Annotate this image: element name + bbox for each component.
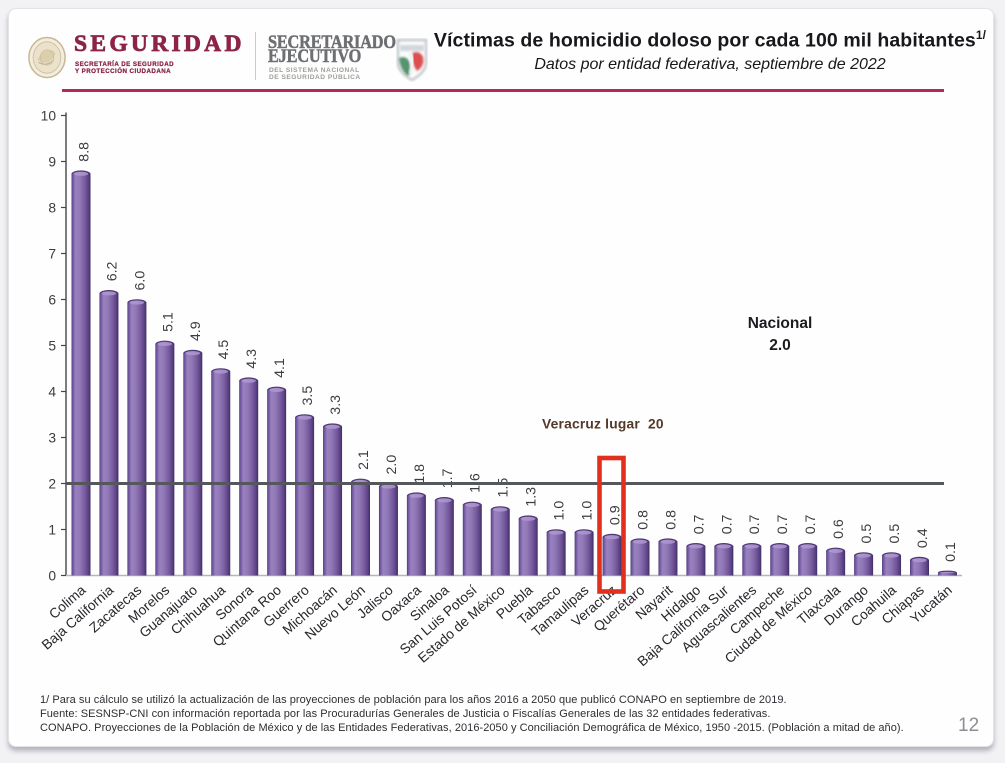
svg-text:0.7: 0.7 — [691, 514, 707, 534]
svg-text:6.0: 6.0 — [132, 271, 148, 291]
svg-text:0.5: 0.5 — [859, 524, 875, 544]
svg-text:1.0: 1.0 — [552, 501, 568, 521]
svg-text:1.8: 1.8 — [412, 464, 428, 484]
svg-text:3.3: 3.3 — [328, 395, 344, 415]
svg-text:5: 5 — [48, 339, 56, 354]
svg-text:0: 0 — [48, 569, 56, 584]
svg-text:0.8: 0.8 — [663, 510, 679, 530]
svg-text:5.1: 5.1 — [160, 312, 176, 332]
svg-text:4: 4 — [48, 385, 56, 400]
svg-text:9: 9 — [48, 155, 56, 170]
svg-text:2.0: 2.0 — [384, 455, 400, 475]
svg-text:2: 2 — [48, 477, 56, 492]
svg-text:Nacional: Nacional — [748, 315, 813, 332]
svg-text:0.7: 0.7 — [719, 514, 735, 534]
svg-text:Veracruz lugar 20: Veracruz lugar 20 — [542, 417, 664, 432]
svg-text:6: 6 — [48, 293, 56, 308]
svg-text:4.3: 4.3 — [244, 349, 260, 369]
svg-text:1.7: 1.7 — [440, 468, 456, 488]
svg-text:1: 1 — [48, 523, 56, 538]
svg-text:0.7: 0.7 — [775, 514, 791, 534]
svg-text:10: 10 — [41, 109, 57, 124]
svg-text:0.5: 0.5 — [887, 524, 903, 544]
svg-text:4.5: 4.5 — [216, 340, 232, 360]
svg-text:6.2: 6.2 — [104, 261, 120, 281]
svg-text:7: 7 — [48, 247, 56, 262]
svg-text:0.6: 0.6 — [831, 519, 847, 539]
svg-text:2.1: 2.1 — [356, 450, 372, 470]
svg-text:0.7: 0.7 — [803, 514, 819, 534]
svg-text:1.3: 1.3 — [524, 487, 540, 507]
svg-text:0.8: 0.8 — [635, 510, 651, 530]
svg-text:0.9: 0.9 — [607, 505, 623, 525]
svg-text:3: 3 — [48, 431, 56, 446]
svg-text:4.1: 4.1 — [272, 358, 288, 378]
svg-text:0.7: 0.7 — [747, 514, 763, 534]
svg-text:1.5: 1.5 — [496, 478, 512, 498]
svg-text:0.1: 0.1 — [943, 542, 959, 562]
svg-text:2.0: 2.0 — [769, 337, 791, 354]
svg-text:8: 8 — [48, 201, 56, 216]
svg-text:1.0: 1.0 — [580, 501, 596, 521]
svg-text:4.9: 4.9 — [188, 321, 204, 341]
svg-text:8.8: 8.8 — [76, 142, 92, 162]
svg-text:3.5: 3.5 — [300, 386, 316, 406]
svg-text:0.4: 0.4 — [915, 528, 931, 548]
